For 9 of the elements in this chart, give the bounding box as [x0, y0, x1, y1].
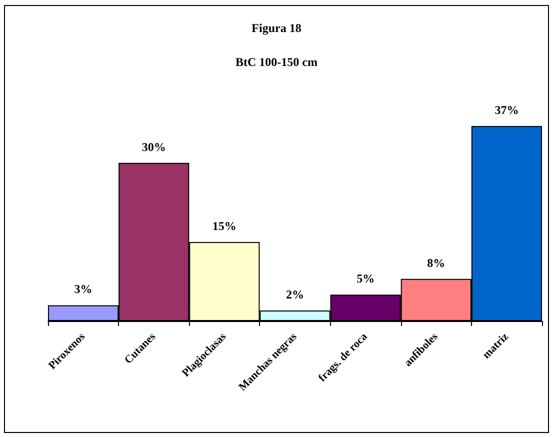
data-label: 37% [494, 103, 519, 117]
chart-title: Figura 18 [252, 21, 302, 35]
data-label: 2% [286, 287, 304, 302]
data-label: 15% [212, 218, 236, 233]
data-label: 30% [142, 140, 166, 154]
data-label: 5% [356, 272, 375, 286]
chart-subtitle: BtC 100-150 cm [236, 55, 318, 69]
data-label: 3% [74, 282, 92, 296]
data-label: 8% [427, 256, 446, 270]
